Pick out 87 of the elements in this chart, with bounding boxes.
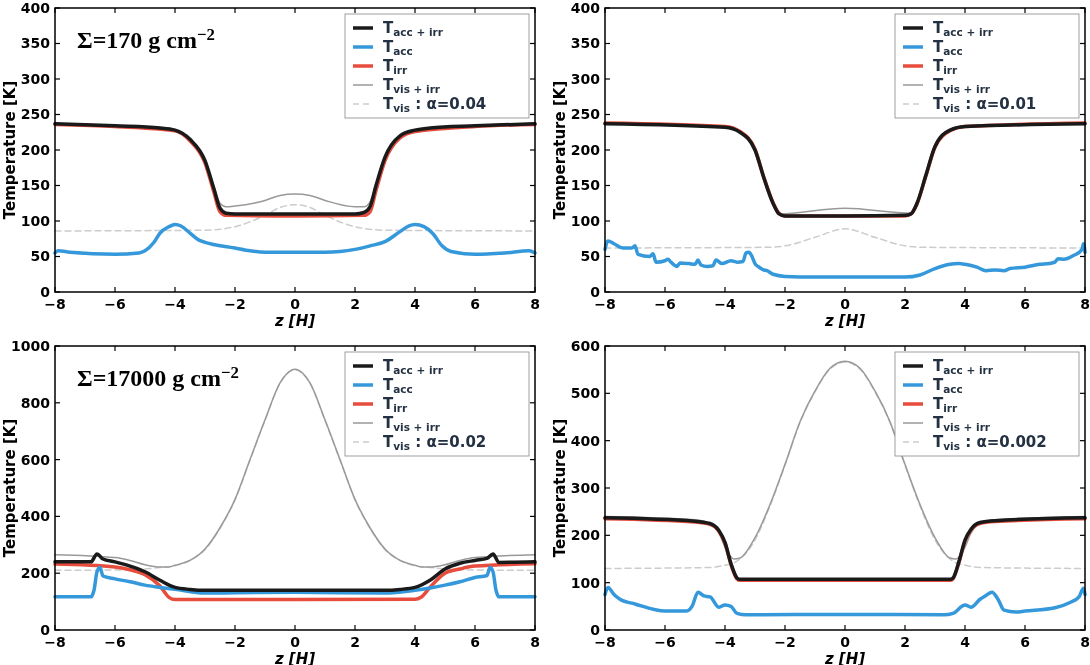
y-tick-label: 200 — [20, 565, 51, 582]
x-tick-label: 6 — [1020, 296, 1030, 312]
x-tick-label: −2 — [774, 634, 796, 650]
y-axis-title: Temperature [K] — [1, 80, 19, 220]
legend-label: T$_{vis + irr}$ — [933, 76, 991, 96]
y-tick-label: 400 — [570, 432, 601, 449]
x-tick-label: 8 — [530, 296, 540, 312]
legend-label: T$_{vis}$ : α=0.04 — [383, 95, 487, 115]
x-tick-label: 2 — [350, 634, 360, 650]
legend-label: T$_{vis + irr}$ — [383, 76, 441, 96]
y-axis-title: Temperature [K] — [1, 418, 19, 558]
legend-label: T$_{acc + irr}$ — [383, 357, 444, 377]
y-tick-label: 300 — [570, 479, 601, 496]
legend-label: T$_{vis + irr}$ — [383, 414, 441, 434]
y-tick-label: 100 — [20, 212, 51, 229]
x-tick-label: 2 — [900, 296, 910, 312]
y-tick-label: 800 — [20, 394, 51, 411]
y-axis-title: Temperature [K] — [551, 80, 569, 220]
legend-label: T$_{acc + irr}$ — [383, 19, 444, 39]
x-tick-label: −6 — [104, 296, 126, 312]
x-tick-label: 0 — [290, 634, 301, 650]
x-tick-label: 2 — [900, 634, 910, 650]
y-tick-label: 200 — [570, 527, 601, 544]
x-tick-label: 6 — [470, 634, 480, 650]
x-tick-label: −6 — [654, 634, 676, 650]
legend-label: T$_{vis}$ : α=0.02 — [383, 433, 487, 453]
legend-label: T$_{acc + irr}$ — [933, 19, 994, 39]
y-tick-label: 250 — [570, 106, 601, 123]
legend-label: T$_{irr}$ — [933, 395, 959, 415]
y-tick-label: 150 — [570, 177, 601, 194]
x-tick-label: −4 — [714, 296, 736, 312]
annotation: Σ=170 g cm$^{−2}$ — [77, 25, 215, 53]
x-tick-label: 8 — [530, 634, 540, 650]
legend-label: T$_{acc + irr}$ — [933, 357, 994, 377]
y-tick-label: 350 — [570, 35, 601, 52]
x-tick-label: −4 — [164, 634, 186, 650]
x-tick-label: 0 — [840, 634, 851, 650]
y-tick-label: 150 — [20, 177, 51, 194]
x-tick-label: −6 — [654, 296, 676, 312]
y-tick-label: 400 — [570, 0, 601, 16]
y-tick-label: 300 — [570, 70, 601, 87]
y-tick-label: 50 — [30, 248, 51, 265]
legend-label: T$_{vis + irr}$ — [933, 414, 991, 434]
x-tick-label: 4 — [410, 634, 421, 650]
legend-label: T$_{acc}$ — [933, 376, 963, 396]
x-axis-title: z [H] — [823, 312, 866, 330]
legend-label: T$_{irr}$ — [933, 57, 959, 77]
x-tick-label: −6 — [104, 634, 126, 650]
x-tick-label: 6 — [470, 296, 480, 312]
x-tick-label: −4 — [714, 634, 736, 650]
x-tick-label: 4 — [960, 634, 971, 650]
x-tick-label: 4 — [960, 296, 971, 312]
x-tick-label: 0 — [290, 296, 301, 312]
legend-label: T$_{irr}$ — [383, 395, 409, 415]
x-tick-label: 6 — [1020, 634, 1030, 650]
y-tick-label: 200 — [20, 141, 51, 158]
y-tick-label: 600 — [20, 451, 51, 468]
x-axis-title: z [H] — [273, 312, 316, 330]
legend-label: T$_{vis}$ : α=0.002 — [933, 433, 1047, 453]
y-tick-label: 50 — [580, 248, 601, 265]
y-tick-label: 300 — [20, 70, 51, 87]
y-tick-label: 250 — [20, 106, 51, 123]
y-axis-title: Temperature [K] — [551, 418, 569, 558]
x-tick-label: 8 — [1080, 296, 1090, 312]
y-tick-label: 100 — [570, 212, 601, 229]
x-tick-label: −2 — [224, 296, 246, 312]
legend-label: T$_{vis}$ : α=0.01 — [933, 95, 1037, 115]
x-tick-label: 8 — [1080, 634, 1090, 650]
legend-label: T$_{irr}$ — [383, 57, 409, 77]
x-tick-label: −2 — [224, 634, 246, 650]
y-tick-label: 1000 — [11, 337, 51, 354]
y-tick-label: 500 — [570, 385, 601, 402]
y-tick-label: 400 — [20, 0, 51, 16]
y-tick-label: 100 — [570, 574, 601, 591]
x-tick-label: −4 — [164, 296, 186, 312]
y-tick-label: 600 — [570, 337, 601, 354]
legend-label: T$_{acc}$ — [383, 376, 413, 396]
x-tick-label: 4 — [410, 296, 421, 312]
x-tick-label: 2 — [350, 296, 360, 312]
legend-label: T$_{acc}$ — [933, 38, 963, 58]
x-tick-label: 0 — [840, 296, 851, 312]
legend-label: T$_{acc}$ — [383, 38, 413, 58]
y-tick-label: 200 — [570, 141, 601, 158]
y-tick-label: 350 — [20, 35, 51, 52]
y-tick-label: 400 — [20, 508, 51, 525]
x-tick-label: −2 — [774, 296, 796, 312]
annotation: Σ=17000 g cm$^{−2}$ — [77, 363, 239, 391]
